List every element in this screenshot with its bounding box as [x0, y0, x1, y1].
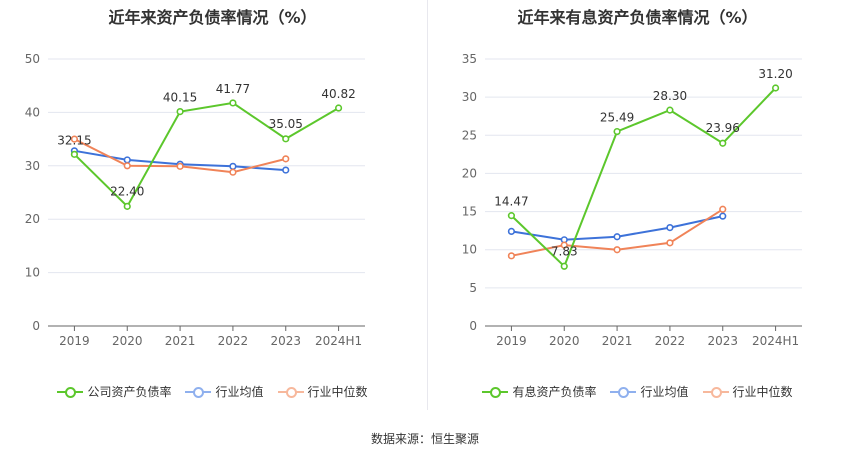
- data-point-有息资产负债率: [771, 84, 780, 92]
- data-point-有息资产负债率: [719, 139, 727, 147]
- data-point-行业中位数: [229, 168, 237, 176]
- data-point-行业中位数: [123, 162, 131, 170]
- data-label: 22.40: [110, 184, 144, 198]
- y-tick-label: 20: [462, 166, 477, 180]
- right-chart-legend: 有息资产负债率 行业均值 行业中位数: [425, 383, 850, 400]
- x-tick-label: 2021: [165, 334, 196, 348]
- data-point-行业中位数: [282, 155, 290, 163]
- y-tick-label: 40: [25, 105, 40, 119]
- data-label: 7.83: [551, 244, 578, 258]
- panel-divider: [427, 0, 428, 410]
- legend-marker-icon: [610, 386, 637, 398]
- y-tick-label: 50: [25, 52, 40, 66]
- data-point-行业中位数: [70, 135, 79, 143]
- data-point-行业均值: [123, 156, 131, 164]
- y-tick-label: 0: [32, 319, 40, 333]
- legend-item[interactable]: 行业中位数: [277, 383, 368, 400]
- legend-marker-icon: [702, 386, 729, 398]
- left-chart-title: 近年来资产负债率情况（%）: [108, 8, 317, 27]
- data-point-公司资产负债率: [334, 104, 343, 112]
- x-tick-label: 2020: [112, 334, 143, 348]
- data-label: 32.15: [57, 133, 91, 147]
- y-tick-label: 10: [462, 243, 477, 257]
- x-tick-label: 2022: [655, 334, 686, 348]
- legend-marker-icon: [277, 386, 304, 398]
- legend-item[interactable]: 有息资产负债率: [482, 383, 596, 400]
- legend-marker-icon: [185, 386, 212, 398]
- data-point-公司资产负债率: [229, 99, 237, 107]
- data-point-行业中位数: [507, 252, 516, 260]
- y-tick-label: 0: [469, 319, 477, 333]
- data-point-行业中位数: [176, 162, 184, 170]
- y-tick-label: 35: [462, 52, 477, 66]
- right-chart-plot: 0 5 10 15 20 25 30 35 2019 2020 2021 2022 2023 2024H1…: [462, 52, 802, 348]
- data-point-有息资产负债率: [507, 212, 516, 220]
- data-source-footer: 数据来源：恒生聚源: [370, 432, 479, 446]
- legend-item[interactable]: 行业中位数: [702, 383, 793, 400]
- legend-marker-icon: [57, 386, 84, 398]
- x-tick-label: 2019: [59, 334, 90, 348]
- data-point-行业均值: [507, 227, 516, 236]
- data-point-有息资产负债率: [666, 106, 674, 114]
- data-point-公司资产负债率: [70, 150, 79, 158]
- legend-label: 行业中位数: [307, 385, 368, 399]
- x-tick-label: 2022: [218, 334, 249, 348]
- data-point-行业均值: [666, 223, 674, 232]
- data-point-行业均值: [613, 233, 621, 241]
- data-point-行业中位数: [666, 239, 674, 247]
- right-chart-title: 近年来有息资产负债率情况（%）: [517, 8, 758, 27]
- legend-item[interactable]: 行业均值: [185, 383, 264, 400]
- x-tick-label: 2024H1: [315, 334, 362, 348]
- data-label: 35.05: [269, 117, 303, 131]
- data-point-行业中位数: [560, 241, 568, 249]
- legend-marker-icon: [482, 386, 509, 398]
- data-point-行业均值: [229, 162, 237, 170]
- x-tick-label: 2019: [496, 334, 527, 348]
- data-point-行业中位数: [613, 246, 621, 254]
- data-label: 14.47: [494, 195, 528, 209]
- data-point-行业均值: [719, 212, 727, 220]
- y-tick-label: 5: [469, 281, 477, 295]
- legend-label: 行业均值: [640, 385, 689, 399]
- data-label: 23.96: [706, 121, 740, 135]
- data-label: 25.49: [600, 111, 634, 125]
- legend-label: 行业中位数: [732, 385, 793, 399]
- y-tick-label: 30: [462, 90, 477, 104]
- left-chart-legend: 公司资产负债率 行业均值 行业中位数: [0, 383, 425, 400]
- legend-label: 行业均值: [215, 385, 264, 399]
- right-chart-panel: 近年来有息资产负债率情况（%） 0 5 10 15 20 25 30 35 2019 2020 20…: [425, 0, 850, 420]
- x-tick-label: 2023: [270, 334, 301, 348]
- x-tick-label: 2020: [549, 334, 580, 348]
- legend-label: 有息资产负债率: [512, 385, 597, 399]
- data-point-公司资产负债率: [282, 135, 290, 143]
- y-tick-label: 25: [462, 128, 477, 142]
- left-chart-plot: 0 10 20 30 40 50 2019 2020 2021 2022 2023 2024H1 32.…: [25, 52, 365, 348]
- legend-label: 公司资产负债率: [87, 385, 172, 399]
- left-chart-panel: 近年来资产负债率情况（%） 0 10 20 30 40 50 2019 2020 2021 202…: [0, 0, 425, 420]
- data-point-公司资产负债率: [123, 202, 131, 210]
- data-point-公司资产负债率: [176, 107, 184, 116]
- x-tick-label: 2024H1: [752, 334, 799, 348]
- data-label: 28.30: [653, 89, 687, 103]
- y-tick-label: 10: [25, 266, 40, 280]
- series-line-有息资产负债率: [510, 87, 777, 269]
- data-label: 40.82: [321, 87, 355, 101]
- data-label: 41.77: [216, 82, 250, 96]
- data-label: 31.20: [758, 67, 792, 81]
- legend-item[interactable]: 行业均值: [610, 383, 689, 400]
- data-point-有息资产负债率: [560, 262, 568, 270]
- data-label: 40.15: [163, 91, 197, 105]
- y-tick-label: 20: [25, 212, 40, 226]
- legend-item[interactable]: 公司资产负债率: [57, 383, 171, 400]
- series-line-公司资产负债率: [73, 101, 340, 209]
- x-tick-label: 2021: [602, 334, 633, 348]
- data-point-行业均值: [282, 166, 290, 174]
- data-point-有息资产负债率: [613, 127, 621, 136]
- x-tick-label: 2023: [707, 334, 738, 348]
- y-tick-label: 15: [462, 205, 477, 219]
- data-point-行业中位数: [719, 205, 727, 213]
- y-tick-label: 30: [25, 159, 40, 173]
